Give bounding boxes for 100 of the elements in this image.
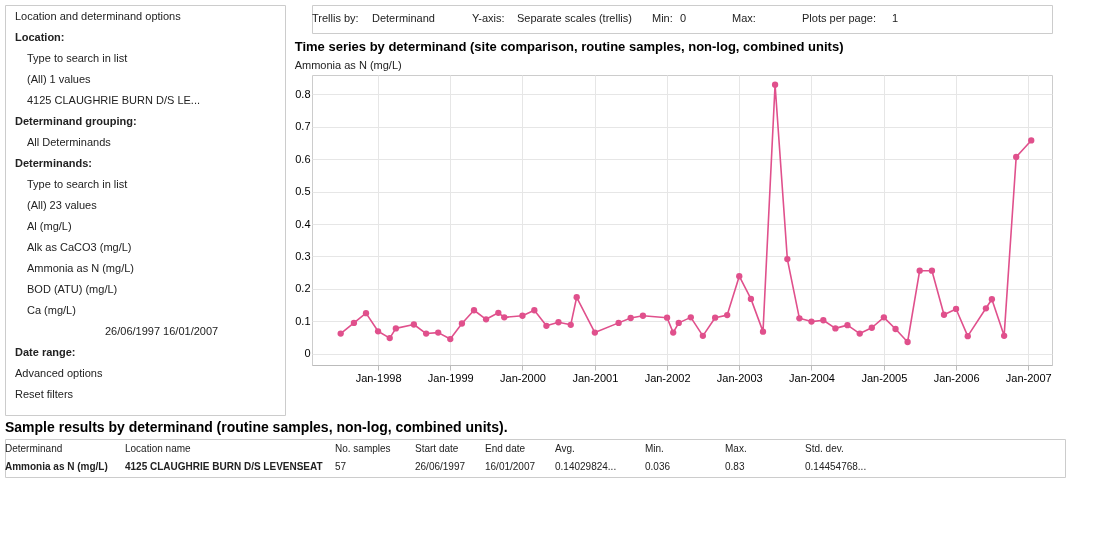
x-tick-label: Jan-2000 — [500, 371, 546, 384]
point — [470, 307, 478, 314]
point — [435, 329, 442, 336]
text: 57 — [335, 461, 347, 472]
point — [952, 305, 960, 313]
point — [820, 317, 827, 324]
point — [736, 273, 743, 280]
point — [940, 311, 948, 318]
point — [639, 312, 647, 319]
point — [555, 319, 562, 326]
text: 0.036 — [645, 461, 671, 472]
text: Location and determinand options — [15, 10, 182, 22]
text: Type to search in list — [27, 52, 128, 64]
category-label: No. samples — [335, 443, 391, 454]
category-label: Avg. — [555, 443, 575, 454]
point — [687, 314, 694, 321]
point — [531, 307, 538, 314]
y-tick-label: 0.7 — [295, 120, 311, 133]
text: Plots per page: — [802, 12, 876, 24]
point — [856, 330, 863, 337]
text: Al (mg/L) — [27, 220, 72, 232]
text: 16/01/2007 — [485, 461, 536, 472]
text: 4125 CLAUGHRIE BURN D/S LE... — [27, 94, 201, 106]
text: 26/06/1997 — [415, 461, 466, 472]
category-label: Max. — [725, 443, 747, 454]
text: 0.14029824... — [555, 461, 617, 472]
y-tick-label: 0.4 — [295, 217, 311, 230]
text: Reset filters — [15, 388, 74, 400]
point — [1000, 332, 1008, 339]
point — [988, 296, 996, 303]
text: BOD (ATU) (mg/L) — [27, 283, 118, 295]
text: Ammonia as N (mg/L) — [27, 262, 134, 274]
point — [808, 318, 815, 325]
y-tick-label: 0.6 — [295, 152, 311, 165]
text: Y-axis: — [472, 12, 505, 24]
point — [916, 267, 923, 274]
point — [964, 333, 971, 340]
point — [699, 332, 707, 339]
point — [447, 335, 454, 343]
text: All Determinands — [27, 136, 112, 148]
point — [675, 319, 682, 327]
y-tick-label: 0.5 — [295, 185, 311, 198]
point — [670, 329, 677, 336]
category-label: Location name — [125, 443, 192, 454]
x-tick-label: Jan-2007 — [1005, 371, 1052, 384]
point — [422, 330, 430, 337]
text: Max: — [732, 12, 756, 24]
x-tick-label: Jan-2001 — [572, 371, 619, 384]
text: Determinands: — [15, 157, 93, 169]
text: Type to search in list — [27, 178, 128, 190]
point — [982, 305, 990, 312]
point — [771, 81, 779, 88]
x-tick-label: Jan-2005 — [861, 371, 908, 384]
point — [519, 312, 526, 319]
point — [796, 315, 803, 322]
point — [410, 321, 418, 328]
point — [362, 310, 370, 317]
point — [868, 324, 875, 331]
text: 0.14454768... — [805, 461, 867, 472]
point — [567, 321, 574, 328]
y-tick-label: 0.1 — [295, 314, 311, 327]
point — [844, 321, 851, 329]
x-tick-label: Jan-1999 — [427, 371, 474, 384]
text: (All) 1 values — [27, 73, 92, 85]
text: Min: — [652, 12, 673, 24]
category-label: Determinand — [5, 443, 63, 454]
point — [928, 267, 936, 274]
text: Separate scales (trellis) — [517, 12, 632, 24]
point — [904, 338, 911, 346]
text: Location: — [15, 31, 65, 43]
y-tick-label: 0 — [304, 347, 311, 360]
category-label: Start date — [415, 443, 459, 454]
point — [501, 314, 508, 321]
category-label: Std. dev. — [805, 443, 844, 454]
x-tick-label: Jan-2006 — [933, 371, 980, 384]
text: 26/06/1997 16/01/2007 — [105, 325, 219, 337]
text: Trellis by: — [312, 12, 359, 24]
text: Advanced options — [15, 367, 103, 379]
point — [663, 314, 671, 321]
x-tick-label: Jan-1998 — [355, 371, 402, 384]
point — [627, 314, 634, 322]
chart-subtitle: Ammonia as N (mg/L) — [294, 59, 402, 71]
category-label: Min. — [645, 443, 664, 454]
text: Determinand — [372, 12, 435, 24]
x-tick-label: Jan-2004 — [789, 371, 835, 384]
point — [350, 319, 358, 327]
point — [615, 319, 622, 327]
point — [747, 295, 755, 303]
text: 1 — [892, 12, 899, 24]
text: 4125 CLAUGHRIE BURN D/S LEVENSEAT — [125, 461, 323, 472]
y-tick-label: 0.3 — [295, 249, 311, 262]
text: Determinand grouping: — [15, 115, 137, 127]
category-label: End date — [485, 443, 526, 454]
point — [759, 328, 767, 335]
point — [458, 320, 466, 327]
text: 0 — [680, 12, 687, 24]
point — [573, 294, 580, 301]
point — [892, 325, 899, 333]
chart-title: Time series by determinand (site comparison, routine samples, non-log, combined units) — [294, 39, 844, 54]
text: Sample results by determinand (routine samples, non-log, combined units). — [5, 419, 508, 435]
